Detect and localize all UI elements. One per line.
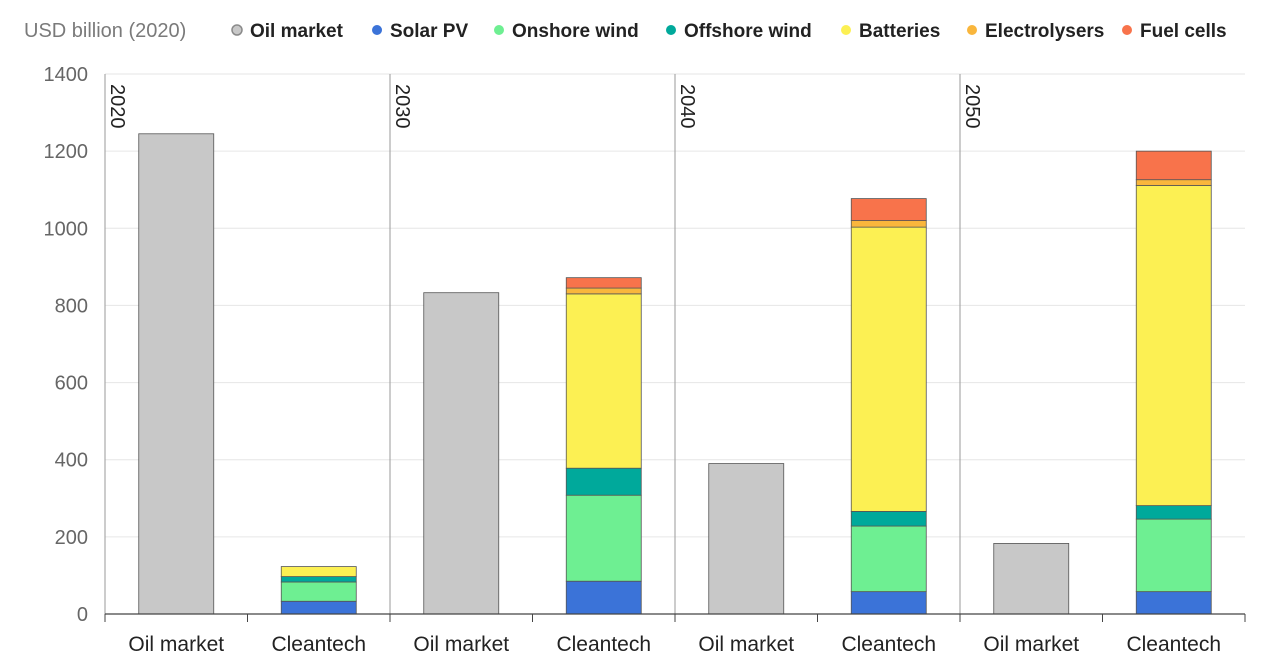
- legend-item-oil-market: Oil market: [231, 21, 344, 42]
- x-tick-label-2020-cleantech: Cleantech: [271, 633, 366, 656]
- group-label-2020: 2020: [106, 84, 128, 129]
- legend-label-oil-market: Oil market: [250, 21, 344, 42]
- group-label-2050: 2050: [961, 84, 983, 129]
- bar-2030-cleantech-fuel-cells: [565, 277, 642, 289]
- x-axis: 2020 Oil market Cleantech 2030 Oil market Cle…: [104, 74, 1246, 656]
- x-tick-label-2030-oil-market: Oil market: [413, 633, 509, 656]
- y-tick-label-600: 600: [55, 373, 88, 395]
- bar-2030-oil-market-oil-market: [423, 292, 500, 615]
- legend-swatch-oil-market: [231, 24, 243, 36]
- x-tick-label-2050-cleantech: Cleantech: [1126, 633, 1221, 656]
- bar-2020-cleantech-solar-pv: [280, 600, 357, 615]
- legend-item-solar-pv: Solar PV: [372, 21, 468, 42]
- y-tick-label-0: 0: [77, 604, 88, 626]
- x-tick-label-2040-cleantech: Cleantech: [841, 633, 936, 656]
- legend: Oil market Solar PV Onshore wind Offshore w…: [231, 21, 1227, 42]
- bar-2020-oil-market-oil-market: [138, 133, 215, 615]
- x-tick-label-2030-cleantech: Cleantech: [556, 633, 651, 656]
- bar-2030-cleantech-offshore-wind: [565, 467, 642, 496]
- bar-2050-cleantech-offshore-wind: [1135, 505, 1212, 520]
- legend-label-onshore-wind: Onshore wind: [512, 21, 639, 42]
- bar-2040-cleantech-onshore-wind: [850, 525, 927, 593]
- legend-swatch-batteries: [841, 25, 851, 35]
- group-label-2040: 2040: [676, 84, 698, 129]
- y-tick-label-1000: 1000: [44, 218, 89, 240]
- legend-swatch-solar-pv: [372, 25, 382, 35]
- y-tick-label-400: 400: [55, 450, 88, 472]
- bar-2040-cleantech-electrolysers: [850, 220, 927, 228]
- bar-2050-oil-market-oil-market: [993, 543, 1070, 615]
- bar-2030-cleantech-electrolysers: [565, 287, 642, 295]
- bar-2030-cleantech-solar-pv: [565, 580, 642, 615]
- bars: [138, 133, 1212, 615]
- legend-label-batteries: Batteries: [859, 21, 940, 42]
- legend-item-onshore-wind: Onshore wind: [494, 21, 639, 42]
- x-tick-label-2040-oil-market: Oil market: [698, 633, 794, 656]
- bar-2040-cleantech-offshore-wind: [850, 510, 927, 527]
- bar-2040-cleantech-fuel-cells: [850, 198, 927, 221]
- group-label-2030: 2030: [391, 84, 413, 129]
- legend-swatch-onshore-wind: [494, 25, 504, 35]
- legend-label-offshore-wind: Offshore wind: [684, 21, 812, 42]
- bar-2050-cleantech-solar-pv: [1135, 591, 1212, 615]
- legend-swatch-fuel-cells: [1122, 25, 1132, 35]
- y-tick-label-1400: 1400: [44, 64, 89, 86]
- bar-2020-cleantech-batteries: [280, 566, 357, 577]
- legend-label-fuel-cells: Fuel cells: [1140, 21, 1227, 42]
- legend-label-solar-pv: Solar PV: [390, 21, 468, 42]
- legend-label-electrolysers: Electrolysers: [985, 21, 1104, 42]
- bar-2020-cleantech-onshore-wind: [280, 581, 357, 602]
- x-tick-label-2050-oil-market: Oil market: [983, 633, 1079, 656]
- legend-swatch-offshore-wind: [666, 25, 676, 35]
- bar-2030-cleantech-batteries: [565, 293, 642, 469]
- y-tick-label-1200: 1200: [44, 141, 89, 163]
- bar-2030-cleantech-onshore-wind: [565, 494, 642, 582]
- y-tick-label-200: 200: [55, 527, 88, 549]
- bar-2040-cleantech-solar-pv: [850, 591, 927, 615]
- bar-2040-cleantech-batteries: [850, 226, 927, 512]
- legend-swatch-electrolysers: [967, 25, 977, 35]
- x-tick-label-2020-oil-market: Oil market: [128, 633, 224, 656]
- bar-2050-cleantech-fuel-cells: [1135, 150, 1212, 181]
- legend-item-electrolysers: Electrolysers: [967, 21, 1104, 42]
- y-tick-label-800: 800: [55, 295, 88, 317]
- y-axis-label: USD billion (2020): [24, 20, 186, 42]
- bar-2020-cleantech-offshore-wind: [280, 576, 357, 583]
- legend-item-fuel-cells: Fuel cells: [1122, 21, 1227, 42]
- bar-2040-oil-market-oil-market: [708, 463, 785, 615]
- bar-2050-cleantech-batteries: [1135, 185, 1212, 507]
- legend-item-offshore-wind: Offshore wind: [666, 21, 812, 42]
- legend-item-batteries: Batteries: [841, 21, 940, 42]
- bar-2050-cleantech-electrolysers: [1135, 179, 1212, 186]
- bar-2050-cleantech-onshore-wind: [1135, 518, 1212, 593]
- y-axis-ticks: 0 200 400 600 800 1000 1200 1400: [44, 64, 89, 626]
